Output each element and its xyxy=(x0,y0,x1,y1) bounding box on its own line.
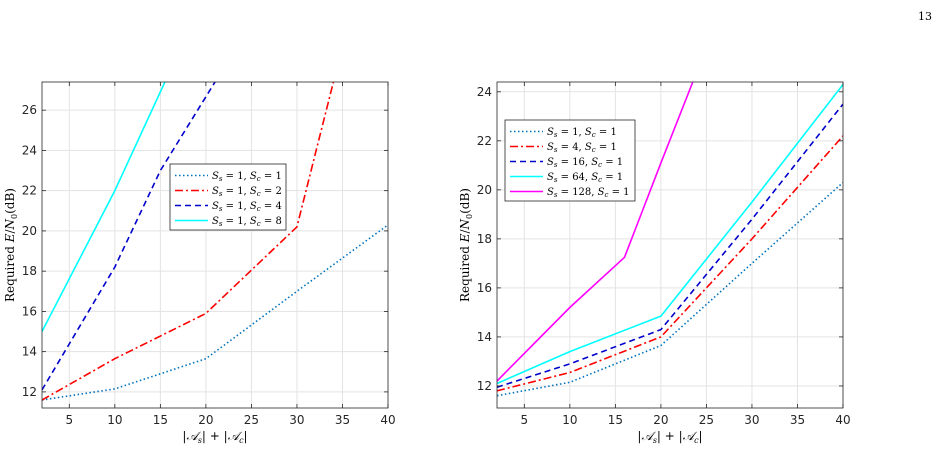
y-tick-label: 18 xyxy=(477,232,492,246)
legend-label-1: Ss = 4, Sc = 1 xyxy=(547,142,617,154)
series-line-1 xyxy=(42,82,335,401)
series-line-1 xyxy=(497,135,843,392)
y-tick-label: 14 xyxy=(22,345,37,359)
y-tick-label: 18 xyxy=(22,264,37,278)
series-line-4 xyxy=(497,82,694,382)
legend-label-1: Ss = 1, Sc = 2 xyxy=(212,186,282,198)
x-tick-label: 15 xyxy=(153,413,168,427)
legend-label-2: Ss = 16, Sc = 1 xyxy=(547,157,623,169)
x-tick-label: 5 xyxy=(65,413,73,427)
legend-label-0: Ss = 1, Sc = 1 xyxy=(547,127,617,139)
legend-label-0: Ss = 1, Sc = 1 xyxy=(212,171,282,183)
x-tick-label: 40 xyxy=(835,413,850,427)
x-tick-label: 15 xyxy=(608,413,623,427)
x-tick-label: 5 xyxy=(520,413,528,427)
page-number: 13 xyxy=(918,10,932,23)
plot-area xyxy=(42,82,388,408)
x-axis-label: |𝒜s| + |𝒜c| xyxy=(182,429,247,445)
x-tick-label: 20 xyxy=(198,413,213,427)
x-tick-label: 20 xyxy=(653,413,668,427)
y-tick-label: 12 xyxy=(477,379,492,393)
y-tick-label: 26 xyxy=(22,103,37,117)
series-line-0 xyxy=(497,181,843,397)
legend-label-3: Ss = 64, Sc = 1 xyxy=(547,172,623,184)
y-tick-label: 20 xyxy=(477,183,492,197)
legend-box xyxy=(504,119,636,202)
x-tick-label: 25 xyxy=(699,413,714,427)
chart-0: 5 10 15 20 25 30 35 40 12 14 16 18 20 22 24 26 |𝒜s| + |𝒜… xyxy=(3,81,396,445)
x-axis-label: |𝒜s| + |𝒜c| xyxy=(637,429,702,445)
y-tick-label: 22 xyxy=(22,184,37,198)
y-tick-label: 14 xyxy=(477,330,492,344)
x-tick-label: 30 xyxy=(289,413,304,427)
chart-1: 5 10 15 20 25 30 35 40 12 14 16 18 20 22 24 |𝒜s| + |𝒜c|… xyxy=(458,81,851,445)
y-tick-label: 16 xyxy=(477,281,492,295)
series-line-0 xyxy=(42,224,388,401)
y-axis-label: Required E/N0(dB) xyxy=(3,188,19,302)
series-line-3 xyxy=(497,84,843,385)
axes-box xyxy=(496,81,844,409)
y-tick-label: 24 xyxy=(477,85,492,99)
series-line-2 xyxy=(42,82,216,391)
x-tick-label: 35 xyxy=(790,413,805,427)
y-tick-label: 22 xyxy=(477,134,492,148)
legend-label-4: Ss = 128, Sc = 1 xyxy=(547,187,630,199)
y-tick-label: 12 xyxy=(22,385,37,399)
x-tick-label: 25 xyxy=(244,413,259,427)
series-line-3 xyxy=(42,82,166,332)
x-tick-label: 40 xyxy=(380,413,395,427)
y-tick-label: 24 xyxy=(22,143,37,157)
legend-label-3: Ss = 1, Sc = 8 xyxy=(212,216,282,228)
legend-box xyxy=(169,163,287,231)
x-tick-label: 35 xyxy=(335,413,350,427)
series-line-2 xyxy=(497,103,843,388)
y-axis-label: Required E/N0(dB) xyxy=(458,188,474,302)
y-tick-label: 20 xyxy=(22,224,37,238)
x-tick-label: 10 xyxy=(562,413,577,427)
y-tick-label: 16 xyxy=(22,304,37,318)
legend-label-2: Ss = 1, Sc = 4 xyxy=(212,201,282,213)
x-tick-label: 30 xyxy=(744,413,759,427)
axes-box xyxy=(41,81,389,409)
x-tick-label: 10 xyxy=(107,413,122,427)
